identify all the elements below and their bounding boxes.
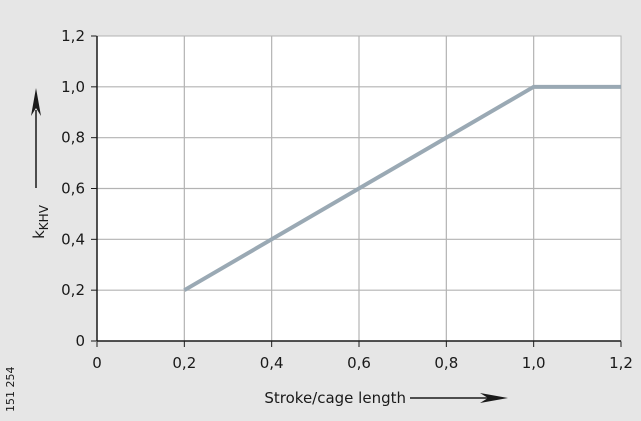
y-tick-label: 1,2 bbox=[61, 27, 85, 45]
x-tick-label: 1,0 bbox=[522, 354, 546, 372]
grid-lines bbox=[91, 35, 622, 347]
y-tick-labels: 0 0,2 0,4 0,6 0,8 1,0 1,2 bbox=[61, 27, 85, 350]
x-axis-title: Stroke/cage length bbox=[264, 389, 406, 407]
y-tick-label: 0,4 bbox=[61, 230, 85, 248]
x-tick-label: 0,8 bbox=[434, 354, 458, 372]
series-line bbox=[183, 84, 621, 292]
y-tick-label: 0,8 bbox=[61, 129, 85, 147]
x-tick-label: 0 bbox=[92, 354, 102, 372]
x-tick-label: 1,2 bbox=[609, 354, 633, 372]
y-axis-title-group: kKHV bbox=[30, 204, 51, 239]
x-tick-label: 0,4 bbox=[260, 354, 284, 372]
x-axis-arrow bbox=[410, 393, 508, 403]
y-tick-label: 1,0 bbox=[61, 78, 85, 96]
y-tick-label: 0 bbox=[75, 332, 85, 350]
x-tick-labels: 0 0,2 0,4 0,6 0,8 1,0 1,2 bbox=[92, 354, 633, 372]
x-tick-label: 0,6 bbox=[347, 354, 371, 372]
series-layer bbox=[183, 84, 621, 292]
y-tick-label: 0,2 bbox=[61, 281, 85, 299]
x-tick-label: 0,2 bbox=[172, 354, 196, 372]
y-axis-title: kKHV bbox=[30, 204, 51, 239]
figure-number: 151 254 bbox=[4, 367, 17, 413]
y-axis-arrow bbox=[31, 88, 41, 188]
figure-number-group: 151 254 bbox=[4, 367, 17, 413]
y-tick-label: 0,6 bbox=[61, 180, 85, 198]
y-axis-title-main: k bbox=[30, 230, 48, 239]
y-axis-title-subscript: KHV bbox=[37, 204, 51, 230]
axes bbox=[96, 35, 622, 342]
